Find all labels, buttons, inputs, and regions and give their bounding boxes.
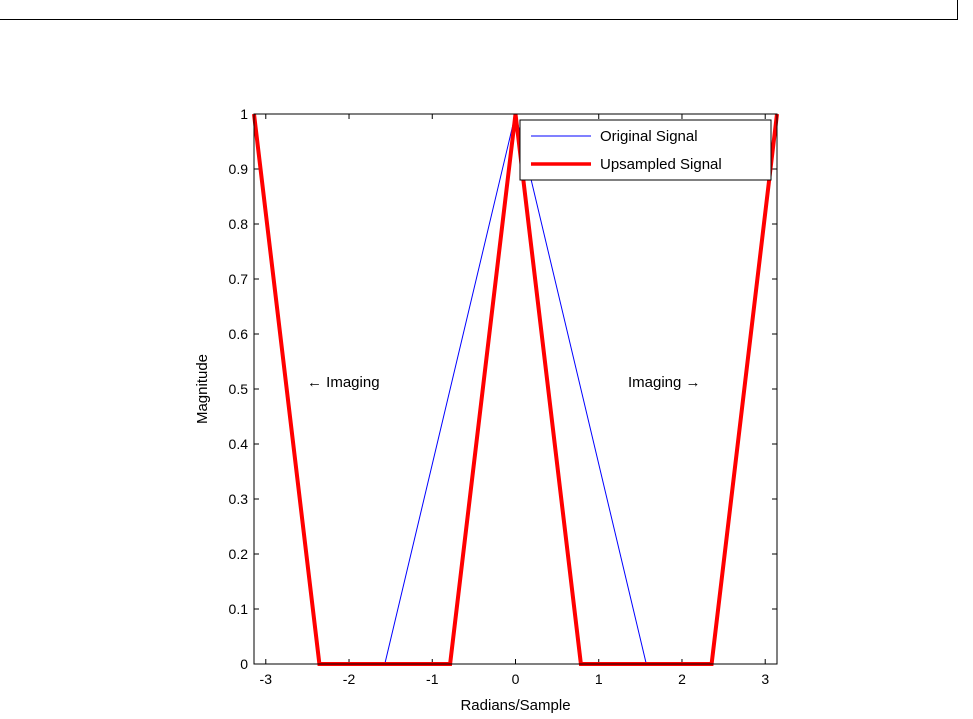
y-tick-label: 0.8 bbox=[229, 216, 249, 232]
x-axis-label: Radians/Sample bbox=[460, 697, 570, 714]
y-axis-ticks: 0 0.1 0.2 0.3 0.4 0.5 0.6 0.7 0.8 0.9 1 bbox=[229, 106, 777, 672]
annotation-imaging-right: Imaging → bbox=[628, 374, 701, 391]
y-axis-label: Magnitude bbox=[194, 354, 211, 424]
annotation-imaging-left: ← Imaging bbox=[307, 374, 380, 391]
page-top-tick bbox=[957, 0, 958, 20]
legend-label-upsampled: Upsampled Signal bbox=[600, 156, 722, 173]
y-tick-label: 0.7 bbox=[229, 271, 249, 287]
x-tick-label: 2 bbox=[678, 671, 686, 687]
x-tick-label: 1 bbox=[595, 671, 603, 687]
plot-frame bbox=[253, 113, 778, 665]
y-tick-label: 1 bbox=[240, 106, 248, 122]
y-tick-label: 0.1 bbox=[229, 601, 249, 617]
y-tick-label: 0.9 bbox=[229, 161, 249, 177]
legend: Original Signal Upsampled Signal bbox=[519, 119, 772, 181]
x-axis-ticks: -3 -2 -1 0 1 2 3 bbox=[260, 114, 769, 687]
y-tick-label: 0.6 bbox=[229, 326, 249, 342]
x-tick-label: -2 bbox=[343, 671, 356, 687]
x-tick-label: 0 bbox=[512, 671, 520, 687]
legend-label-original: Original Signal bbox=[600, 128, 698, 145]
y-tick-label: 0 bbox=[240, 656, 248, 672]
x-tick-label: 3 bbox=[761, 671, 769, 687]
y-tick-label: 0.5 bbox=[229, 381, 249, 397]
plot-area-background bbox=[254, 114, 777, 664]
x-tick-label: -1 bbox=[426, 671, 439, 687]
x-tick-label: -3 bbox=[260, 671, 273, 687]
legend-box bbox=[519, 119, 772, 181]
y-tick-label: 0.3 bbox=[229, 491, 249, 507]
page-top-rule bbox=[0, 19, 957, 20]
y-tick-label: 0.2 bbox=[229, 546, 249, 562]
y-tick-label: 0.4 bbox=[229, 436, 249, 452]
